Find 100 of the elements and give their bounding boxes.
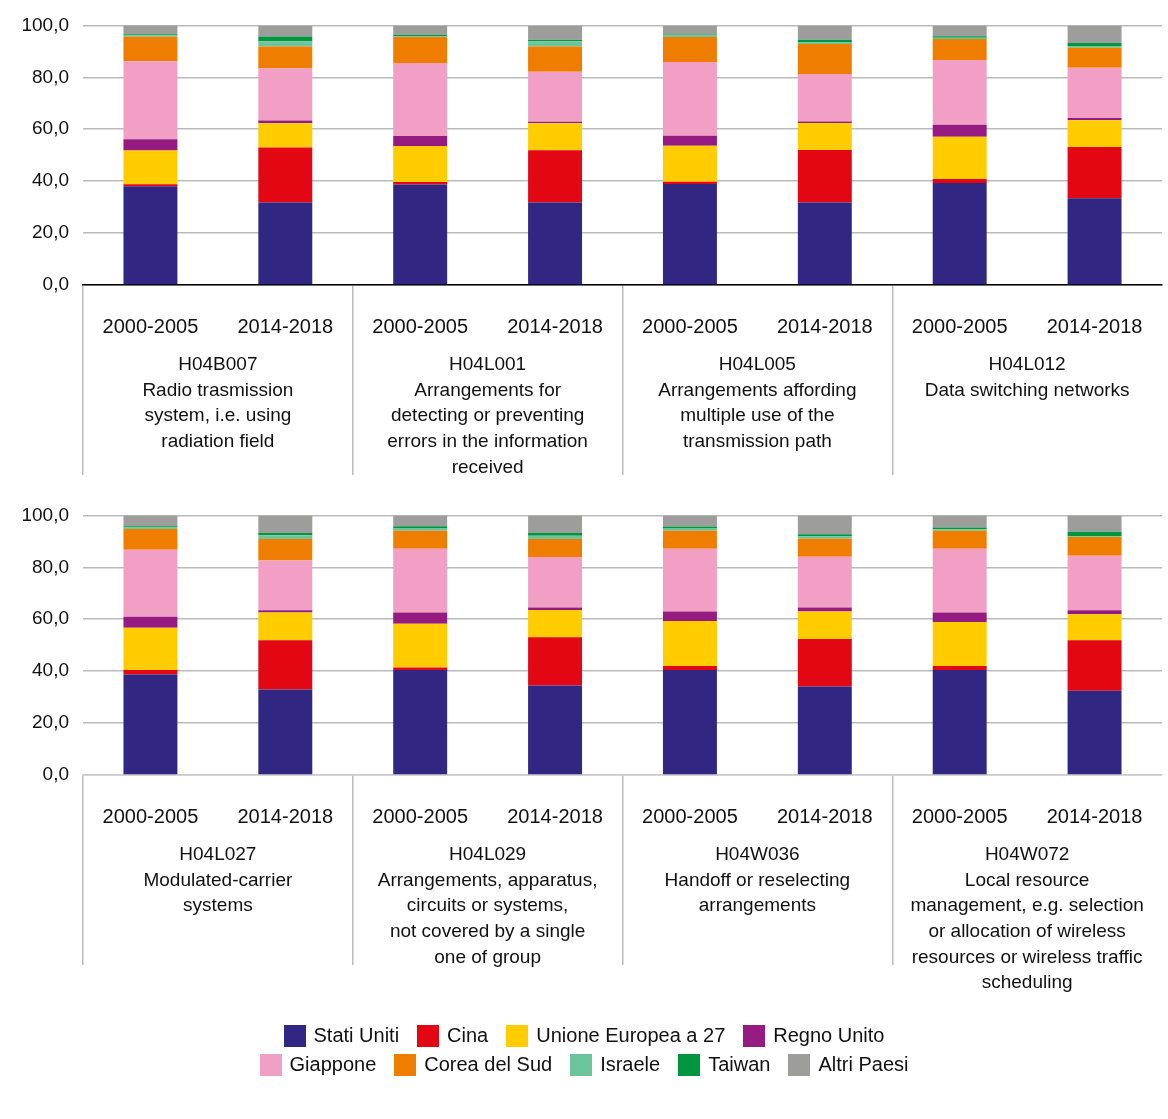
bar	[1067, 531, 1122, 537]
text: H04B007 Radio trasmission system, i.e. using radiation field	[142, 353, 294, 452]
bar	[258, 123, 313, 148]
x-tick-label: 2014-2018	[507, 314, 603, 337]
bar	[662, 665, 717, 671]
bar	[258, 689, 313, 775]
bar	[393, 63, 448, 136]
bar	[932, 179, 987, 183]
bar	[393, 548, 448, 613]
y-tick-label: 40,0	[32, 659, 69, 681]
bar	[1067, 25, 1122, 44]
bar	[393, 515, 448, 527]
text: H04W072 Local resource management, e.g. selection or allocation of wireless resources or wireless traffic scheduling	[910, 843, 1144, 993]
bar	[1067, 198, 1122, 285]
x-tick-label: 2014-2018	[237, 314, 334, 337]
bar	[123, 184, 178, 187]
bar	[393, 623, 448, 668]
x-tick-label: 2000-2005	[372, 804, 469, 827]
bar	[932, 38, 987, 60]
bar	[258, 41, 313, 47]
bar	[123, 139, 178, 151]
bar	[258, 560, 313, 611]
bar	[1067, 120, 1122, 147]
bar	[662, 621, 717, 666]
bar	[258, 46, 313, 69]
bar	[258, 612, 313, 641]
x-tick-label: 2000-2005	[102, 314, 199, 337]
bar	[797, 515, 852, 535]
bar	[393, 612, 448, 624]
bar	[393, 181, 448, 185]
bar	[528, 150, 583, 203]
bar	[797, 44, 852, 74]
x-tick-label: 2000-2005	[911, 314, 1008, 337]
legend-label: Regno Unito	[773, 1024, 885, 1047]
x-tick-label: 2014-2018	[1046, 314, 1143, 337]
y-tick-label: 100,0	[21, 503, 69, 525]
legend-label: Israele	[600, 1053, 661, 1076]
bar	[393, 25, 448, 35]
x-tick-label: 2014-2018	[237, 804, 334, 827]
bar	[932, 25, 987, 37]
bar	[797, 638, 852, 687]
bar	[258, 539, 313, 561]
bar	[932, 515, 987, 528]
bar	[1067, 640, 1122, 691]
bar	[123, 674, 178, 775]
y-tick-label: 0,0	[42, 273, 69, 295]
bar	[123, 528, 178, 550]
y-tick-label: 20,0	[32, 221, 69, 243]
text: H04L029 Arrangements, apparatus, circuits or systems, not covered by a single one of group	[377, 843, 598, 967]
bar	[662, 515, 717, 527]
bar	[797, 611, 852, 639]
bar	[393, 146, 448, 182]
bar	[123, 36, 178, 62]
legend-label: Corea del Sud	[424, 1053, 553, 1076]
x-tick-label: 2014-2018	[507, 804, 603, 827]
bar	[393, 530, 448, 549]
bar	[258, 515, 313, 534]
bar	[1067, 515, 1122, 532]
bar	[123, 186, 178, 285]
legend-label: Altri Paesi	[818, 1053, 909, 1076]
bar	[797, 25, 852, 40]
bar	[528, 539, 583, 557]
bar	[528, 609, 583, 638]
bar	[528, 46, 583, 72]
x-tick-label: 2014-2018	[776, 804, 873, 827]
legend-label: Taiwan	[708, 1053, 771, 1076]
bar	[258, 147, 313, 203]
bar	[528, 685, 583, 775]
x-tick-label: 2000-2005	[372, 314, 469, 337]
bar	[1067, 690, 1122, 775]
bar	[123, 627, 178, 671]
text: H04W036 Handoff or reselecting arrangements	[664, 843, 851, 916]
bar	[1067, 146, 1122, 199]
bar	[932, 124, 987, 137]
text: H04L012 Data switching networks	[924, 353, 1130, 400]
x-tick-label: 2000-2005	[642, 804, 738, 827]
bar	[1067, 610, 1122, 615]
text: H04L027 Modulated-carrier systems	[143, 843, 293, 916]
bar	[528, 123, 583, 151]
y-tick-label: 0,0	[42, 763, 69, 785]
bar	[1067, 536, 1122, 556]
bar	[258, 535, 313, 540]
y-tick-label: 40,0	[32, 169, 69, 191]
bar	[932, 612, 987, 623]
bar	[797, 686, 852, 775]
x-tick-label: 2000-2005	[102, 804, 199, 827]
x-tick-label: 2000-2005	[911, 804, 1008, 827]
bar	[528, 637, 583, 686]
bar	[662, 145, 717, 182]
bar	[932, 182, 987, 285]
bar	[797, 73, 852, 122]
bar	[1067, 555, 1122, 611]
text: H04L005 Arrangements affording multiple use of the transmission path	[658, 353, 857, 452]
bar	[123, 61, 178, 140]
bar	[123, 549, 178, 617]
bar	[932, 665, 987, 671]
bar	[797, 556, 852, 608]
y-tick-label: 20,0	[32, 711, 69, 733]
bar	[932, 136, 987, 180]
bar	[932, 530, 987, 549]
